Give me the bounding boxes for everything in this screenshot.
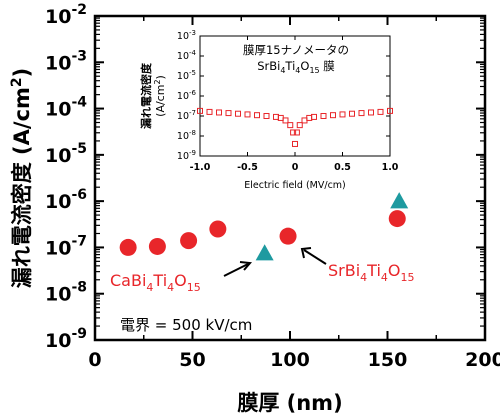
inset-axis-ticks — [199, 35, 391, 157]
inset-square-point — [225, 110, 232, 117]
inset-square-point — [197, 107, 203, 114]
red-circle-point — [148, 237, 166, 255]
inset-square-point — [377, 108, 384, 115]
electric-field-condition: 電界 = 500 kV/cm — [120, 316, 252, 334]
inset-y-axis-title: 漏れ電流密度 — [139, 62, 153, 129]
teal-triangle-point — [390, 192, 409, 209]
cabi-label: CaBi4Ti4O15 — [110, 271, 201, 294]
main-x-tick-label: 50 — [179, 349, 205, 371]
inset-square-point — [368, 109, 374, 116]
inset-square-point — [235, 110, 241, 117]
inset-square-point — [244, 111, 251, 118]
red-circle-point — [180, 232, 198, 250]
main-x-tick-label: 0 — [88, 349, 101, 371]
inset-y-tick-label: 10-3 — [177, 29, 196, 42]
inset-square-point — [292, 140, 298, 147]
inset-frame — [199, 35, 391, 157]
inset-y-tick-label: 10-4 — [177, 49, 197, 62]
inset-x-tick-label: 1.0 — [382, 162, 399, 173]
inset-square-point — [349, 110, 355, 117]
main-y-tick-label: 10-8 — [45, 280, 87, 306]
inset-square-point — [320, 113, 327, 119]
inset-y-tick-label: 10-8 — [177, 129, 196, 142]
red-circle-point — [209, 220, 227, 238]
main-y-tick-label: 10-6 — [45, 187, 87, 213]
main-y-tick-label: 10-2 — [45, 2, 87, 28]
red-circle-point — [279, 227, 297, 245]
inset-square-point — [339, 111, 346, 118]
inset-square-point — [287, 122, 294, 129]
inset-x-tick-label: -1.0 — [190, 162, 211, 173]
srbi-arrow — [300, 247, 327, 265]
inset-chart: 10-9 10-8 10-7 10-6 10-5 10-4 10-3 -1.0 -0.5 0 0.… — [139, 29, 399, 191]
x-axis-title: 膜厚 (nm) — [237, 391, 342, 415]
main-x-tick-label: 100 — [270, 349, 310, 371]
inset-square-point — [311, 113, 317, 120]
inset-square-point — [358, 110, 365, 117]
inset-title-line1: 膜厚15ナノメータの — [243, 43, 349, 57]
inset-x-tick-label: 0.5 — [334, 162, 351, 173]
inset-square-point — [263, 113, 270, 119]
main-y-tick-label: 10-5 — [45, 141, 87, 167]
inset-square-point — [293, 129, 300, 136]
main-data-markers — [119, 192, 409, 261]
y-axis-title: 漏れ電流密度 (A/cm2) — [9, 68, 34, 289]
inset-title-line2: SrBi4Ti4O15 膜 — [257, 59, 335, 75]
inset-square-point — [216, 109, 222, 116]
main-x-tick-label: 200 — [465, 349, 500, 371]
inset-y-tick-label: 10-9 — [177, 149, 196, 162]
red-circle-point — [388, 210, 406, 228]
inset-data-markers — [197, 107, 393, 147]
inset-y-tick-label: 10-6 — [177, 89, 197, 102]
inset-x-tick-label: 0 — [292, 162, 299, 173]
main-x-tick-label: 150 — [368, 349, 408, 371]
inset-y-tick-label: 10-5 — [177, 69, 196, 82]
srbi-label: SrBi4Ti4O15 — [328, 261, 414, 284]
inset-y-axis-unit: (A/cm2) — [153, 75, 167, 117]
inset-square-point — [282, 117, 289, 124]
main-y-tick-labels: 10-9 10-8 10-7 10-6 10-5 10-4 10-3 10-2 — [45, 2, 87, 352]
inset-x-tick-label: -0.5 — [237, 162, 258, 173]
teal-triangle-point — [255, 244, 274, 261]
inset-square-point — [254, 112, 260, 119]
inset-square-point — [387, 107, 393, 114]
inset-x-tick-labels: -1.0 -0.5 0 0.5 1.0 — [190, 162, 399, 173]
main-y-tick-label: 10-3 — [45, 48, 87, 74]
inset-y-tick-label: 10-7 — [177, 109, 196, 122]
main-y-tick-label: 10-7 — [45, 233, 87, 259]
main-axis-ticks — [94, 15, 486, 341]
inset-square-point — [290, 129, 297, 136]
main-y-tick-label: 10-4 — [45, 95, 87, 121]
inset-square-point — [206, 108, 213, 115]
main-x-tick-labels: 0 50 100 150 200 — [88, 349, 500, 371]
main-y-tick-label: 10-9 — [45, 326, 87, 352]
inset-square-point — [330, 112, 336, 119]
inset-x-axis-title: Electric field (MV/cm) — [244, 180, 346, 191]
inset-y-tick-labels: 10-9 10-8 10-7 10-6 10-5 10-4 10-3 — [177, 29, 197, 162]
cabi-arrow — [223, 261, 253, 277]
inset-square-point — [296, 122, 303, 129]
red-circle-point — [119, 238, 137, 256]
